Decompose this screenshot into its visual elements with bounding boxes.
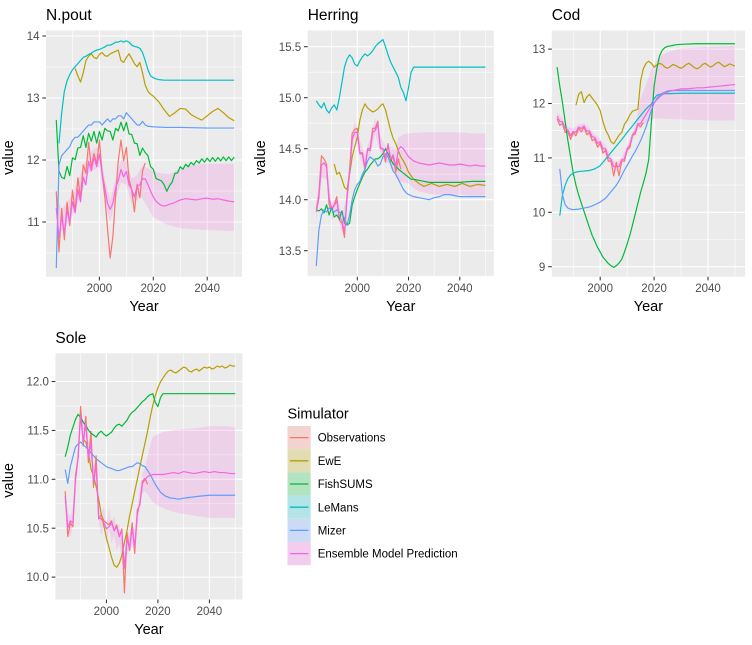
svg-text:N.pout: N.pout xyxy=(46,7,92,24)
svg-text:2040: 2040 xyxy=(197,606,223,618)
svg-text:2020: 2020 xyxy=(641,283,667,295)
svg-text:Cod: Cod xyxy=(552,7,580,24)
svg-text:Ensemble Model Prediction: Ensemble Model Prediction xyxy=(318,549,458,561)
svg-text:value: value xyxy=(1,463,17,498)
svg-text:11.5: 11.5 xyxy=(27,426,49,438)
svg-text:12: 12 xyxy=(27,155,40,167)
svg-text:Year: Year xyxy=(634,299,663,315)
svg-text:2020: 2020 xyxy=(396,283,422,295)
svg-text:Herring: Herring xyxy=(308,7,359,24)
svg-text:LeMans: LeMans xyxy=(318,502,359,514)
svg-text:10.5: 10.5 xyxy=(27,523,49,535)
svg-text:2040: 2040 xyxy=(447,283,473,295)
svg-text:13: 13 xyxy=(533,44,546,56)
svg-text:value: value xyxy=(1,140,17,175)
svg-text:value: value xyxy=(507,140,523,175)
svg-text:value: value xyxy=(253,140,269,175)
svg-text:2040: 2040 xyxy=(695,283,721,295)
svg-text:10.0: 10.0 xyxy=(27,572,49,584)
svg-text:Mizer: Mizer xyxy=(318,526,346,538)
svg-text:9: 9 xyxy=(539,262,545,274)
svg-text:2020: 2020 xyxy=(141,283,167,295)
svg-text:Year: Year xyxy=(134,622,163,638)
svg-text:Year: Year xyxy=(129,299,158,315)
svg-text:11: 11 xyxy=(533,153,545,165)
svg-text:2020: 2020 xyxy=(145,606,171,618)
svg-text:2000: 2000 xyxy=(87,283,113,295)
svg-text:EwE: EwE xyxy=(318,456,342,468)
svg-text:FishSUMS: FishSUMS xyxy=(318,479,373,491)
svg-text:2000: 2000 xyxy=(94,606,120,618)
svg-text:15.5: 15.5 xyxy=(279,42,301,54)
svg-text:Year: Year xyxy=(386,299,415,315)
svg-text:12.0: 12.0 xyxy=(27,377,49,389)
svg-text:11: 11 xyxy=(28,217,40,229)
svg-text:Simulator: Simulator xyxy=(288,407,349,423)
svg-text:Sole: Sole xyxy=(55,330,86,347)
svg-text:14: 14 xyxy=(27,31,40,43)
svg-text:Observations: Observations xyxy=(318,433,386,445)
svg-text:14.0: 14.0 xyxy=(279,195,301,207)
svg-text:11.0: 11.0 xyxy=(27,474,49,486)
svg-text:2040: 2040 xyxy=(194,283,220,295)
svg-text:2000: 2000 xyxy=(587,283,613,295)
svg-text:13.5: 13.5 xyxy=(279,246,301,258)
svg-text:15.0: 15.0 xyxy=(279,93,301,105)
svg-text:13: 13 xyxy=(27,93,40,105)
svg-text:14.5: 14.5 xyxy=(279,144,301,156)
svg-text:2000: 2000 xyxy=(345,283,371,295)
svg-text:12: 12 xyxy=(533,99,546,111)
svg-text:10: 10 xyxy=(533,207,546,219)
